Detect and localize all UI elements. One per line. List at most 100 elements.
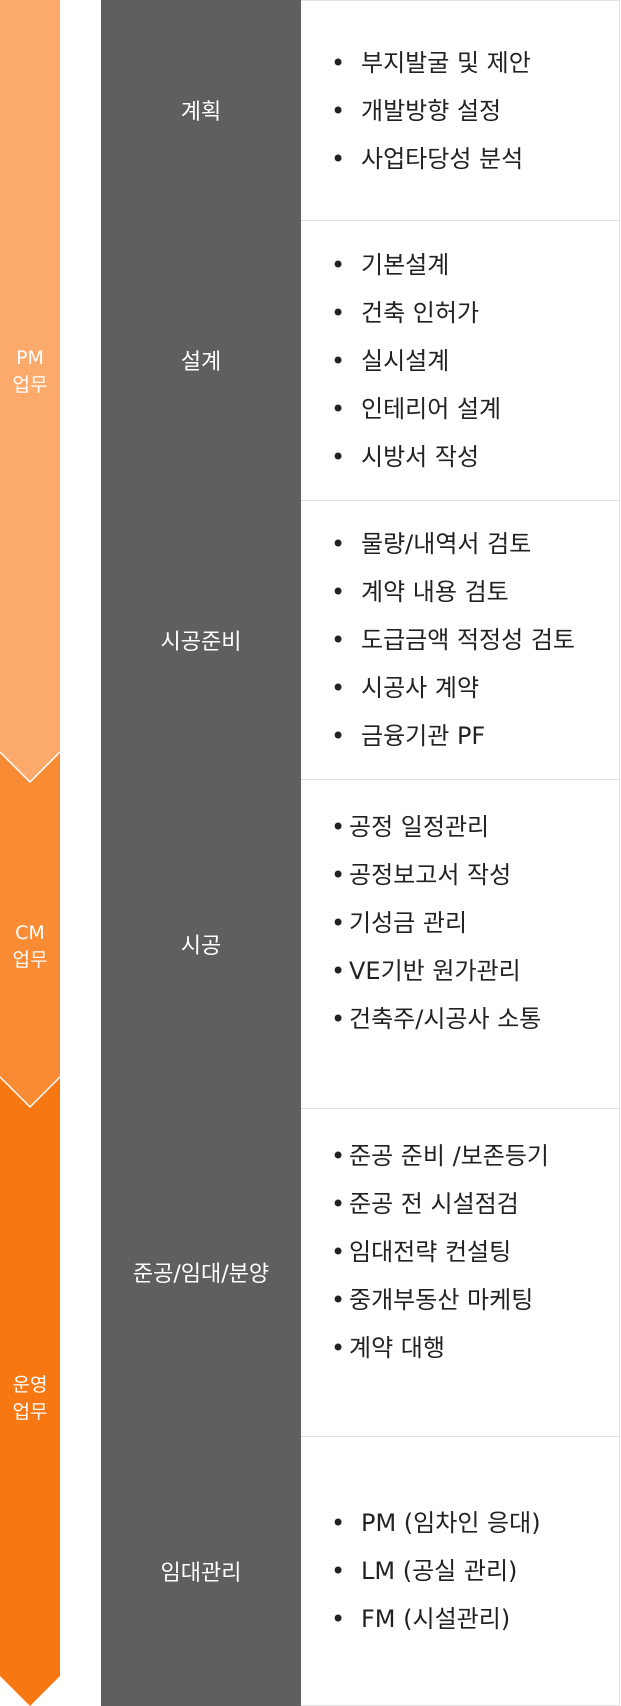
item-text: 실시설계 (361, 346, 450, 375)
item-list: • 물량/내역서 검토 • 계약 내용 검토 • 도급금액 적정성 검토 • 시공사 계… (301, 520, 619, 760)
items-cell: • 기본설계 • 건축 인허가 • 실시설계 • 인테리어 설계 • 시방서 작성 (301, 220, 620, 500)
list-item: • 건축주/시공사 소통 (331, 995, 619, 1043)
item-text: 도급금액 적정성 검토 (361, 626, 575, 654)
item-text: 물량/내역서 검토 (361, 530, 532, 558)
item-text: 건축주/시공사 소통 (349, 1005, 542, 1033)
list-item: • 계약 대행 (331, 1324, 619, 1372)
items-cell: • 물량/내역서 검토 • 계약 내용 검토 • 도급금액 적정성 검토 • 시공사 계… (301, 500, 620, 779)
bullet-icon: • (331, 96, 346, 125)
item-list: • PM (임차인 응대) • LM (공실 관리) • FM (시설관리) (301, 1499, 619, 1643)
item-text: 준공 전 시설점검 (349, 1190, 519, 1218)
table-row: 시공준비 • 물량/내역서 검토 • 계약 내용 검토 • 도급금액 적정성 검토 •… (101, 500, 620, 779)
category-cell: 설계 (101, 220, 301, 500)
item-text: 건축 인허가 (361, 298, 480, 327)
cm-phase-arrow-segment (0, 752, 60, 1107)
list-item: • 공정 일정관리 (331, 803, 619, 851)
list-item: • 기성금 관리 (331, 899, 619, 947)
pm-phase-label: PM 업무 (12, 347, 48, 396)
item-text: LM (공실 관리) (361, 1557, 518, 1585)
table-row: 준공/임대/분양 • 준공 준비 /보존등기 • 준공 전 시설점검 • 임대전략 컨… (101, 1108, 620, 1436)
bullet-icon: • (331, 48, 346, 77)
list-item: • 시공사 계약 (331, 664, 619, 712)
item-text: 부지발굴 및 제안 (361, 48, 531, 77)
bullet-icon: • (331, 957, 346, 985)
list-item: • 준공 준비 /보존등기 (331, 1132, 619, 1180)
item-text: 사업타당성 분석 (361, 144, 524, 173)
bullet-icon: • (331, 1190, 346, 1218)
bullet-icon: • (331, 1605, 346, 1633)
bullet-icon: • (331, 394, 346, 423)
operation-phase-label: 운영 업무 (12, 1374, 48, 1423)
item-text: 공정보고서 작성 (349, 861, 512, 889)
item-list: • 준공 준비 /보존등기 • 준공 전 시설점검 • 임대전략 컨설팅 • 중개부동산… (301, 1132, 619, 1372)
item-text: FM (시설관리) (361, 1605, 511, 1633)
bullet-icon: • (331, 1334, 346, 1362)
bullet-icon: • (331, 442, 346, 471)
bullet-icon: • (331, 1509, 346, 1537)
table-row: 설계 • 기본설계 • 건축 인허가 • 실시설계 • 인테리어 설계 • 시방서 작성 (101, 220, 620, 500)
item-text: 인테리어 설계 (361, 394, 502, 423)
pm-phase-arrow-segment (0, 0, 60, 782)
list-item: • 중개부동산 마케팅 (331, 1276, 619, 1324)
list-item: • 물량/내역서 검토 (331, 520, 619, 568)
arrow-divider (0, 1076, 60, 1109)
bullet-icon: • (331, 626, 346, 654)
bullet-icon: • (331, 144, 346, 173)
items-cell: • 공정 일정관리 • 공정보고서 작성 • 기성금 관리 • VE기반 원가관리 • 건… (301, 779, 620, 1108)
list-item: • PM (임차인 응대) (331, 1499, 619, 1547)
list-item: • 개발방향 설정 (331, 87, 619, 135)
list-item: • 부지발굴 및 제안 (331, 39, 619, 87)
bullet-icon: • (331, 722, 346, 750)
item-text: 시방서 작성 (361, 442, 480, 471)
cm-phase-label: CM 업무 (12, 922, 48, 971)
list-item: • 금융기관 PF (331, 712, 619, 760)
bullet-icon: • (331, 674, 346, 702)
item-text: 개발방향 설정 (361, 96, 502, 125)
arrow-divider (0, 751, 60, 784)
list-item: • 건축 인허가 (331, 289, 619, 337)
bullet-icon: • (331, 578, 346, 606)
list-item: • 사업타당성 분석 (331, 135, 619, 183)
bullet-icon: • (331, 909, 346, 937)
item-text: 계약 대행 (349, 1334, 445, 1362)
operation-phase-arrow-segment (0, 1077, 60, 1706)
item-text: 시공사 계약 (361, 674, 480, 702)
list-item: • 도급금액 적정성 검토 (331, 616, 619, 664)
bullet-icon: • (331, 346, 346, 375)
item-text: 중개부동산 마케팅 (349, 1286, 534, 1314)
category-cell: 계획 (101, 0, 301, 220)
list-item: • 공정보고서 작성 (331, 851, 619, 899)
list-item: • FM (시설관리) (331, 1595, 619, 1643)
table-row: 시공 • 공정 일정관리 • 공정보고서 작성 • 기성금 관리 • VE기반 원가관리… (101, 779, 620, 1108)
bullet-icon: • (331, 1005, 346, 1033)
items-cell: • 부지발굴 및 제안 • 개발방향 설정 • 사업타당성 분석 (301, 0, 620, 220)
bullet-icon: • (331, 1286, 346, 1314)
bullet-icon: • (331, 1557, 346, 1585)
bullet-icon: • (331, 530, 346, 558)
bullet-icon: • (331, 813, 346, 841)
item-text: 기성금 관리 (349, 909, 468, 937)
item-text: 준공 준비 /보존등기 (349, 1142, 549, 1170)
item-text: 계약 내용 검토 (361, 578, 509, 606)
list-item: • VE기반 원가관리 (331, 947, 619, 995)
table-row: 계획 • 부지발굴 및 제안 • 개발방향 설정 • 사업타당성 분석 (101, 0, 620, 220)
category-cell: 준공/임대/분양 (101, 1108, 301, 1436)
item-list: • 기본설계 • 건축 인허가 • 실시설계 • 인테리어 설계 • 시방서 작성 (301, 241, 619, 481)
bullet-icon: • (331, 861, 346, 889)
item-text: VE기반 원가관리 (349, 957, 521, 985)
items-cell: • PM (임차인 응대) • LM (공실 관리) • FM (시설관리) (301, 1436, 620, 1706)
item-list: • 공정 일정관리 • 공정보고서 작성 • 기성금 관리 • VE기반 원가관리 • 건… (301, 803, 619, 1043)
bullet-icon: • (331, 298, 346, 327)
work-scope-table: 계획 • 부지발굴 및 제안 • 개발방향 설정 • 사업타당성 분석 설계 • 기본설… (101, 0, 620, 1706)
items-cell: • 준공 준비 /보존등기 • 준공 전 시설점검 • 임대전략 컨설팅 • 중개부동산… (301, 1108, 620, 1436)
category-cell: 시공준비 (101, 500, 301, 779)
item-list: • 부지발굴 및 제안 • 개발방향 설정 • 사업타당성 분석 (301, 39, 619, 183)
bullet-icon: • (331, 250, 346, 279)
list-item: • 시방서 작성 (331, 433, 619, 481)
bullet-icon: • (331, 1238, 346, 1266)
list-item: • 실시설계 (331, 337, 619, 385)
phase-arrow-bar (0, 0, 60, 1706)
category-cell: 임대관리 (101, 1436, 301, 1706)
list-item: • 계약 내용 검토 (331, 568, 619, 616)
list-item: • 준공 전 시설점검 (331, 1180, 619, 1228)
